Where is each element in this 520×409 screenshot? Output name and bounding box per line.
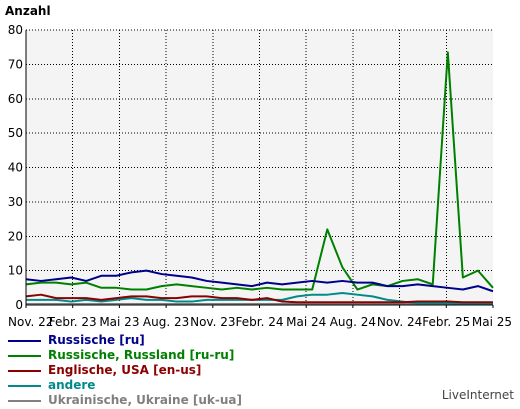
x-tick-label: Nov. 24 <box>377 315 422 329</box>
series-line <box>25 269 494 293</box>
legend-label: andere <box>48 378 96 392</box>
legend-swatch <box>8 340 41 342</box>
legend-label: Englische, USA [en-us] <box>48 363 202 377</box>
y-axis-label: Anzahl <box>5 4 51 18</box>
series-line <box>25 293 493 304</box>
y-tick-label: 40 <box>8 161 23 175</box>
x-tick-label: Aug. 23 <box>143 315 189 329</box>
legend-swatch <box>8 355 41 357</box>
x-tick-label: Febr. 25 <box>422 315 470 329</box>
x-tick-label: Mai 23 <box>99 315 139 329</box>
x-tick-label: Nov. 23 <box>190 315 235 329</box>
x-tick-label: Febr. 23 <box>49 315 97 329</box>
legend-label: Russische, Russland [ru-ru] <box>48 348 235 362</box>
y-tick-label: 60 <box>8 92 23 106</box>
y-tick-label: 30 <box>8 195 23 209</box>
legend-label: Ukrainische, Ukraine [uk-ua] <box>48 393 243 407</box>
brand-label: LiveInternet <box>441 388 514 402</box>
y-tick-label: 80 <box>8 23 23 37</box>
legend-swatch <box>8 370 41 372</box>
legend-label: Russische [ru] <box>48 333 145 347</box>
y-tick-label: 0 <box>15 298 23 312</box>
x-tick-label: Febr. 24 <box>236 315 284 329</box>
y-tick-label: 10 <box>8 264 23 278</box>
legend-swatch <box>8 400 41 402</box>
x-tick-label: Mai 25 <box>472 315 512 329</box>
x-tick-label: Nov. 22 <box>8 315 53 329</box>
y-tick-label: 50 <box>8 126 23 140</box>
x-tick-label: Aug. 24 <box>330 315 376 329</box>
y-tick-label: 70 <box>8 57 23 71</box>
series-line <box>25 51 494 291</box>
legend-swatch <box>8 385 41 387</box>
y-tick-label: 20 <box>8 229 23 243</box>
x-tick-label: Mai 24 <box>286 315 326 329</box>
